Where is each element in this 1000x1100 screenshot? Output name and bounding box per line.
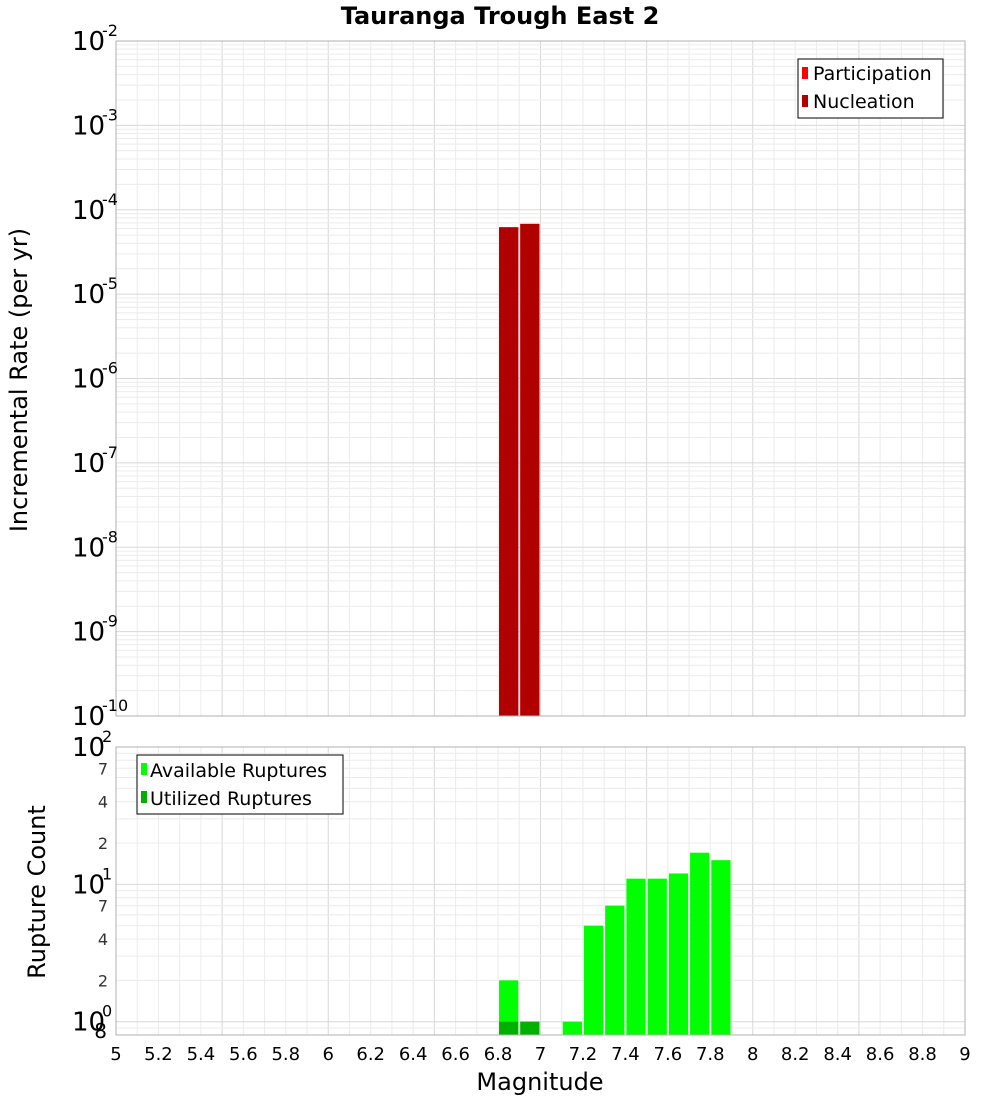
bar-utilized-6.95 (520, 1021, 540, 1035)
bar-available-7.25 (583, 925, 604, 1035)
ytick-exp: -6 (102, 359, 118, 378)
bar-available-7.35 (605, 905, 625, 1035)
top-ytick--9: 10-9 (72, 612, 118, 648)
xtick-5.2: 5.2 (144, 1044, 173, 1065)
xtick-5.8: 5.8 (271, 1044, 300, 1065)
xtick-5.4: 5.4 (187, 1044, 216, 1065)
legend-swatch-utilized (141, 791, 147, 803)
top-ytick--3: 10-3 (72, 105, 118, 141)
xtick-8: 8 (747, 1044, 758, 1065)
ytick-exp: -2 (102, 21, 118, 40)
top-ytick--4: 10-4 (72, 190, 118, 226)
bottom-ytick-minor-2: 4 (98, 930, 108, 949)
top-ytick--5: 10-5 (72, 274, 118, 310)
legend-swatch-nucleation (802, 95, 808, 107)
xtick-7: 7 (535, 1044, 546, 1065)
bar-available-7.85 (711, 860, 731, 1035)
ytick-exp: 0 (102, 1002, 112, 1021)
x-axis: 5 5.2 5.4 5.6 5.8 6 6.2 6.4 6.6 6.8 7 7.2 7.4 7.6 7.8 8… (110, 1044, 970, 1065)
bottom-y-axis-label: Rupture Count (23, 805, 51, 979)
xtick-6.4: 6.4 (399, 1044, 428, 1065)
xtick-6.8: 6.8 (484, 1044, 513, 1065)
ytick-exp: -9 (102, 612, 118, 631)
ytick-base: 10 (72, 27, 105, 57)
bottom-ytick-minor-5: 4 (98, 793, 108, 812)
bottom-ytick-minor-1: 2 (98, 971, 108, 990)
xtick-5.6: 5.6 (229, 1044, 258, 1065)
top-plot-frame (115, 40, 966, 717)
xtick-8.6: 8.6 (866, 1044, 895, 1065)
bottom-ytick-2: 102 (72, 727, 112, 763)
ytick-exp: -4 (102, 190, 118, 209)
ytick-base: 10 (72, 618, 105, 648)
legend-swatch-participation (802, 67, 808, 79)
bottom-ytick-0: 100 (72, 1002, 112, 1038)
bottom-legend: Available Ruptures Utilized Ruptures (136, 754, 344, 815)
top-ytick--8: 10-8 (72, 527, 118, 563)
top-ytick--6: 10-6 (72, 359, 118, 395)
top-y-axis-label: Incremental Rate (per yr) (5, 228, 33, 532)
xtick-6.2: 6.2 (356, 1044, 385, 1065)
ytick-exp: -10 (102, 696, 128, 715)
legend-label-utilized: Utilized Ruptures (150, 788, 312, 810)
ytick-base: 10 (72, 280, 105, 310)
bar-available-7.55 (647, 878, 667, 1035)
xtick-7.8: 7.8 (696, 1044, 725, 1065)
bottom-ytick-minor-0: 8 (94, 1019, 107, 1043)
top-legend: Participation Nucleation (797, 58, 944, 119)
ytick-exp: 1 (102, 864, 112, 883)
ytick-base: 10 (72, 449, 105, 479)
xtick-6: 6 (323, 1044, 334, 1065)
legend-label-participation: Participation (813, 63, 932, 85)
xtick-9: 9 (959, 1044, 970, 1065)
ytick-base: 10 (72, 111, 105, 141)
top-ytick--7: 10-7 (72, 443, 118, 479)
legend-label-available: Available Ruptures (150, 760, 327, 782)
bar-available-7.15 (562, 1021, 582, 1035)
xtick-8.4: 8.4 (823, 1044, 852, 1065)
ytick-base: 10 (72, 870, 105, 900)
bar-nucleation-6.85 (499, 227, 519, 716)
bottom-ytick-1: 101 (72, 864, 112, 900)
ytick-base: 10 (72, 733, 105, 763)
bar-nucleation-6.95 (520, 223, 540, 716)
bottom-ytick-minor-3: 7 (98, 897, 108, 916)
ytick-base: 10 (72, 1008, 105, 1038)
ytick-base: 10 (72, 702, 105, 732)
ytick-base: 10 (72, 196, 105, 226)
xtick-8.2: 8.2 (781, 1044, 810, 1065)
xtick-7.4: 7.4 (611, 1044, 640, 1065)
x-axis-label: Magnitude (476, 1068, 603, 1096)
legend-label-nucleation: Nucleation (813, 91, 915, 113)
legend-swatch-available (141, 763, 147, 775)
ytick-exp: 2 (102, 727, 112, 746)
ytick-base: 10 (72, 533, 105, 563)
bar-available-6.85 (499, 980, 519, 1035)
ytick-exp: -5 (102, 274, 118, 293)
ytick-exp: -3 (102, 105, 118, 124)
top-ytick--10: 10-10 (72, 696, 128, 732)
bottom-plot-frame (115, 746, 966, 1036)
bottom-ytick-minor-6: 7 (98, 759, 108, 778)
ytick-exp: -8 (102, 527, 118, 546)
bar-available-7.45 (626, 878, 646, 1035)
xtick-5: 5 (110, 1044, 121, 1065)
bar-available-7.65 (668, 873, 689, 1035)
chart-title: Tauranga Trough East 2 (341, 2, 660, 30)
xtick-6.6: 6.6 (441, 1044, 470, 1065)
xtick-8.8: 8.8 (908, 1044, 937, 1065)
bar-utilized-6.85 (499, 1021, 519, 1035)
top-ytick--2: 10-2 (72, 21, 118, 57)
ytick-exp: -7 (102, 443, 118, 462)
xtick-7.2: 7.2 (569, 1044, 598, 1065)
xtick-7.6: 7.6 (654, 1044, 683, 1065)
ytick-base: 10 (72, 365, 105, 395)
bottom-ytick-minor-4: 2 (98, 834, 108, 853)
bar-available-7.75 (690, 852, 710, 1035)
